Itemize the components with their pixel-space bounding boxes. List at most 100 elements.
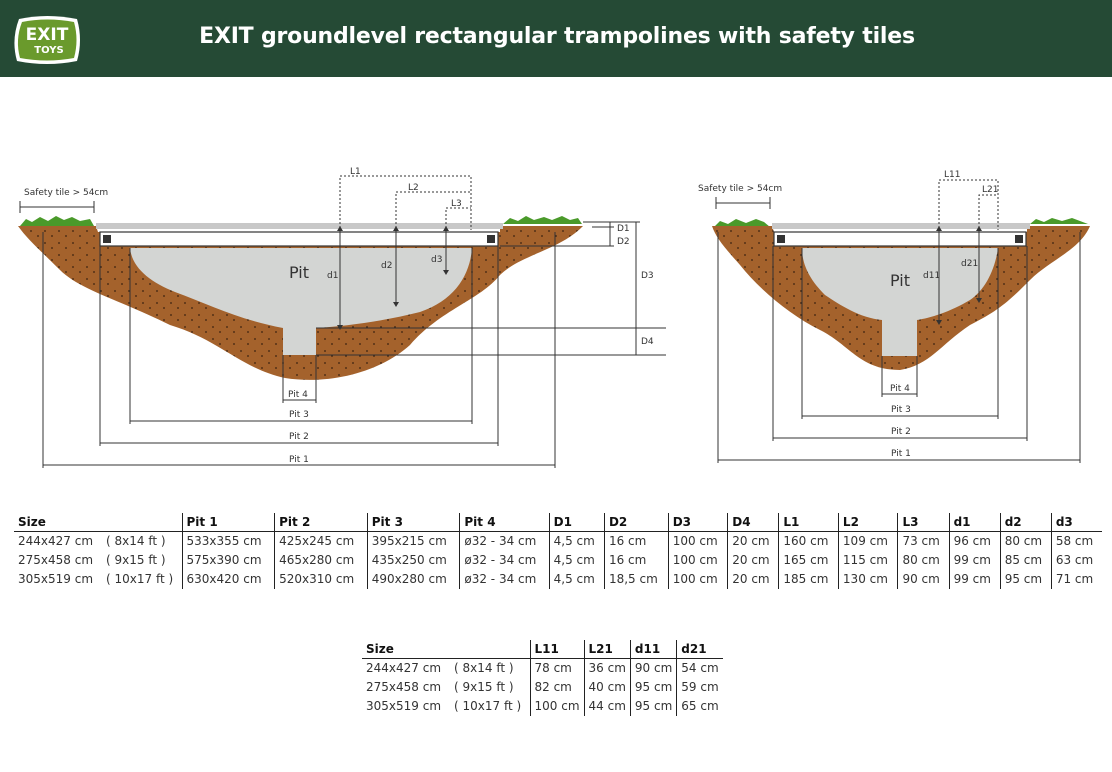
table-cell: 40 cm (583, 677, 631, 697)
spec-table-small: Size L11 L21 d11 d21 244x427 cm ( 8x14 ft ) 78… (362, 640, 723, 716)
exit-toys-logo: EXIT TOYS (14, 16, 80, 64)
column-header: L1 (778, 513, 839, 532)
table-cell: 80 cm (999, 531, 1052, 551)
table-cell: 490x280 cm (366, 569, 460, 589)
pit2-label-right: Pit 2 (891, 427, 911, 437)
column-header: d2 (999, 513, 1052, 532)
pit-cavity-left (130, 248, 472, 355)
table-cell: 16 cm (603, 550, 669, 570)
logo-text-toys: TOYS (34, 45, 63, 56)
table-cell: 20 cm (727, 550, 779, 570)
table-cell: 58 cm (1050, 531, 1102, 551)
table-row: 305x519 cm ( 10x17 ft ) 630x420 cm 520x310 … (14, 569, 1102, 589)
column-header: Pit 1 (181, 513, 275, 532)
table-cell: 54 cm (676, 658, 723, 678)
logo-text-exit: EXIT (26, 25, 69, 45)
header-bar: EXIT TOYS EXIT groundlevel rectangular t… (0, 0, 1112, 77)
table-cell: 90 cm (897, 569, 950, 589)
dim-D1: D1 (617, 224, 630, 234)
size-feet: ( 8x14 ft ) (454, 661, 514, 676)
grass-left (20, 216, 94, 226)
table-cell: 71 cm (1050, 569, 1102, 589)
size-metric: 305x519 cm (366, 699, 442, 713)
table-cell: 44 cm (583, 696, 631, 716)
size-cell: 275x458 cm ( 9x15 ft ) (362, 678, 530, 697)
table-cell: 78 cm (529, 658, 585, 678)
column-header: Pit 4 (459, 513, 550, 532)
dim-d2: d2 (381, 261, 392, 271)
table-cell: 435x250 cm (366, 550, 460, 570)
size-feet: ( 10x17 ft ) (454, 699, 522, 713)
top-tile-left (96, 223, 503, 229)
pit-label-left: Pit (289, 263, 309, 282)
table-cell: 73 cm (897, 531, 950, 551)
column-header: Size (362, 640, 530, 659)
dim-d21: d21 (961, 259, 978, 269)
table-cell: 18,5 cm (603, 569, 669, 589)
table-cell: 36 cm (583, 658, 631, 678)
dim-d1: d1 (327, 271, 338, 281)
table-cell: 533x355 cm (181, 531, 275, 551)
table-cell: 185 cm (778, 569, 839, 589)
size-metric: 275x458 cm (366, 680, 442, 694)
pit3-label-left: Pit 3 (289, 410, 309, 420)
table-cell: 82 cm (529, 677, 585, 697)
table-cell: 99 cm (948, 550, 1001, 570)
table-cell: 100 cm (529, 696, 585, 716)
table-cell: 59 cm (676, 677, 723, 697)
column-header: L2 (837, 513, 898, 532)
column-header: Pit 3 (366, 513, 460, 532)
right-pit-diagram: Safety tile > 54cm Pit L11 L21 d11 d21 P… (698, 170, 1090, 463)
table-cell: 80 cm (897, 550, 950, 570)
size-cell: 244x427 cm ( 8x14 ft ) (362, 659, 530, 678)
table-cell: ø32 - 34 cm (459, 531, 550, 551)
column-header: d1 (948, 513, 1001, 532)
size-cell: 275x458 cm ( 9x15 ft ) (14, 551, 182, 570)
size-feet: ( 8x14 ft ) (106, 534, 166, 549)
column-header: D1 (548, 513, 605, 532)
spec-table-main: Size Pit 1 Pit 2 Pit 3 Pit 4 D1 D2 D3 D4 L1 L2 L3 d1… (14, 513, 1102, 589)
dim-d3: d3 (431, 255, 442, 265)
column-header: L3 (897, 513, 950, 532)
grass-right-a (714, 219, 770, 227)
dim-L21: L21 (982, 185, 998, 195)
grass-right (503, 216, 582, 224)
column-header: d11 (629, 640, 677, 659)
pit4-label-right: Pit 4 (890, 384, 910, 394)
pit-diagrams: Safety tile > 54cm Pit L1 L2 L3 D1 D2 D3… (18, 167, 1090, 468)
table-cell: 63 cm (1050, 550, 1102, 570)
column-header: Size (14, 513, 182, 532)
size-metric: 305x519 cm (18, 572, 94, 586)
dim-D3: D3 (641, 271, 654, 281)
size-metric: 244x427 cm (366, 661, 442, 676)
table-cell: 65 cm (676, 696, 723, 716)
left-pit-diagram: Safety tile > 54cm Pit L1 L2 L3 D1 D2 D3… (18, 167, 666, 468)
table-cell: 95 cm (999, 569, 1052, 589)
top-tile-right (772, 223, 1030, 229)
grass-right-b (1030, 218, 1088, 224)
table-cell: 95 cm (629, 696, 677, 716)
column-header: L11 (529, 640, 585, 659)
dim-L3: L3 (451, 199, 462, 209)
dim-L1: L1 (350, 167, 361, 177)
table-row: 244x427 cm ( 8x14 ft ) 533x355 cm 425x245 c… (14, 531, 1102, 551)
dim-L11: L11 (944, 170, 960, 180)
table-cell: 20 cm (727, 569, 779, 589)
pit-cavity-right (802, 248, 998, 356)
table-cell: 95 cm (629, 677, 677, 697)
table-row: 305x519 cm ( 10x17 ft ) 100 cm 44 cm 95 cm 65… (362, 696, 723, 716)
table-cell: 100 cm (667, 531, 728, 551)
safety-tile-label-right: Safety tile > 54cm (698, 184, 782, 194)
table-cell: 465x280 cm (274, 550, 368, 570)
size-metric: 275x458 cm (18, 553, 94, 567)
dim-D4: D4 (641, 337, 654, 347)
table-cell: 130 cm (837, 569, 898, 589)
column-header: d3 (1050, 513, 1102, 532)
table-cell: 395x215 cm (366, 531, 460, 551)
table-cell: 115 cm (837, 550, 898, 570)
column-header: D4 (727, 513, 779, 532)
size-feet: ( 9x15 ft ) (454, 680, 514, 694)
pit1-label-right: Pit 1 (891, 449, 911, 459)
frame-right (773, 231, 1027, 247)
table-row: 275x458 cm ( 9x15 ft ) 575x390 cm 465x280 c… (14, 550, 1102, 570)
